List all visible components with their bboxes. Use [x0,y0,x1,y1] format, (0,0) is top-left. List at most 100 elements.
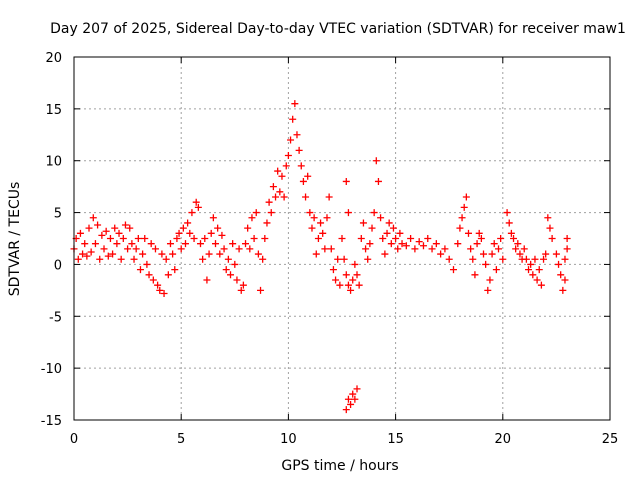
data-point [441,245,449,253]
y-axis-label: SDTVAR / TECUs [7,182,23,297]
data-point [490,240,498,248]
data-point [394,245,402,253]
data-point [128,240,136,248]
data-point [379,235,387,242]
chart-title: Day 207 of 2025, Sidereal Day-to-day VTE… [50,21,626,37]
data-point [505,219,513,227]
data-point [89,214,97,222]
data-point [231,260,239,268]
data-point [351,395,359,403]
data-point [190,235,198,242]
data-point [559,286,567,294]
data-point [282,162,290,170]
data-point [126,224,134,232]
data-point [522,255,530,263]
data-point [368,224,376,232]
data-point [181,240,189,248]
data-point [467,245,475,253]
data-point [184,219,192,227]
data-point [261,235,269,242]
data-point [141,235,149,242]
data-point [171,266,179,274]
data-point [344,395,352,403]
data-point [445,255,453,263]
data-point [516,250,524,258]
data-point [87,248,95,256]
data-point [486,276,494,284]
data-point [265,198,273,206]
data-point [134,235,142,242]
data-point [359,219,367,227]
y-tick-label: -15 [41,414,62,429]
data-point [362,245,370,253]
data-point [104,252,112,260]
data-point [203,276,211,284]
data-point [205,250,213,258]
data-point [250,235,258,242]
data-point [407,235,415,242]
x-tick-label: 10 [280,432,297,447]
data-point [383,229,391,237]
data-point [94,221,102,229]
data-point [102,227,110,235]
data-point [74,255,82,263]
data-point [540,255,548,263]
data-point [488,250,496,258]
data-point [389,224,397,232]
data-point [259,255,267,263]
data-point [557,271,565,279]
data-point [347,286,355,294]
data-point [385,219,393,227]
data-point [552,250,560,258]
data-point [227,271,235,279]
data-point [284,152,292,160]
data-point [349,276,357,284]
data-point [248,214,256,222]
data-point [154,281,162,289]
data-point [117,255,125,263]
data-point [424,235,432,242]
data-point [411,245,419,253]
data-point [387,240,395,248]
data-point [338,235,346,242]
y-tick-label: -10 [41,362,62,377]
data-point [475,229,483,237]
data-point [370,209,378,217]
data-point [510,235,518,242]
data-point [512,245,520,253]
data-point [158,250,166,258]
data-point [561,276,569,284]
data-point [237,286,245,294]
data-point [525,266,533,274]
data-point [100,245,108,253]
data-point [299,177,307,185]
data-point [280,193,288,201]
data-point [462,193,470,201]
data-point [484,286,492,294]
data-point [377,214,385,222]
data-point [276,188,284,196]
data-point [222,266,230,274]
data-point [398,240,406,248]
data-point [239,281,247,289]
x-tick-label: 20 [495,432,512,447]
data-point [136,266,144,274]
data-point [449,266,457,274]
data-point [415,238,423,246]
data-point [297,162,305,170]
data-point [76,229,84,237]
data-point [91,240,99,248]
data-point [342,177,350,185]
data-point [366,240,374,248]
data-point [254,250,262,258]
data-point [437,250,445,258]
data-point [329,266,337,274]
data-point [177,245,185,253]
data-point [85,224,93,232]
data-point [492,266,500,274]
data-point [199,255,207,263]
data-point [323,214,331,222]
data-point [124,245,132,253]
data-point [454,240,462,248]
